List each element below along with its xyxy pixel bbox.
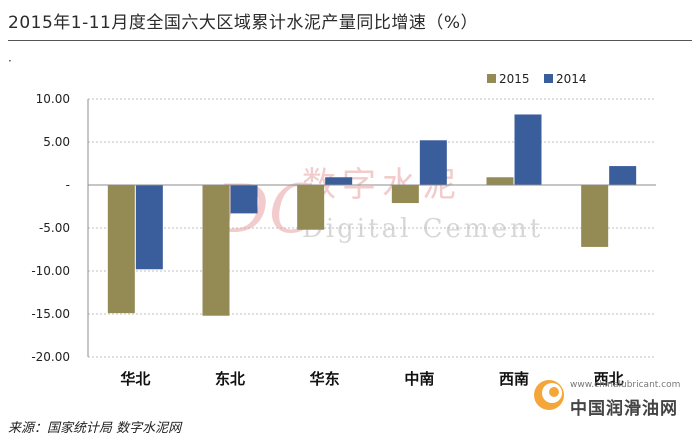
bar-2014-华北 (135, 185, 163, 270)
y-tick-label: 5.00 (43, 135, 70, 149)
site-name: 中国润滑油网 (570, 399, 678, 419)
y-tick-label: 10.00 (36, 92, 70, 106)
y-tick-label: -20.00 (31, 350, 70, 364)
title-divider (8, 40, 692, 41)
bars-layer (107, 114, 637, 316)
legend-swatch-2014 (544, 74, 553, 83)
bar-2015-中南 (391, 185, 419, 204)
y-tick-label: -5.00 (39, 221, 70, 235)
y-tick-label: - (66, 178, 70, 192)
bar-2015-东北 (202, 185, 230, 316)
watermark-en-text: Digital Cement (302, 214, 543, 244)
chart-title: 2015年1-11月度全国六大区域累计水泥产量同比增速（%） (8, 13, 478, 33)
source-note: 来源：国家统计局 数字水泥网 (8, 421, 182, 436)
y-tick-label: -10.00 (31, 264, 70, 278)
bar-2015-西北 (581, 185, 609, 247)
bar-2014-西南 (514, 114, 542, 185)
x-tick-label: 西南 (499, 370, 529, 388)
x-tick-label: 东北 (215, 370, 245, 388)
bar-2014-中南 (419, 140, 447, 185)
legend-label-2014: 2014 (556, 72, 587, 86)
bar-2014-东北 (230, 185, 258, 214)
x-tick-label: 华东 (310, 370, 340, 388)
legend-swatch-2015 (487, 74, 496, 83)
legend-label-2015: 2015 (499, 72, 530, 86)
bar-2014-西北 (609, 166, 637, 185)
x-tick-label: 西北 (594, 370, 624, 388)
site-url: www.chinalubricant.com (570, 380, 681, 390)
legend: 2015 2014 (487, 72, 587, 86)
y-tick-label: -15.00 (31, 307, 70, 321)
bar-2015-华北 (107, 185, 135, 314)
bar-2015-华东 (297, 185, 325, 230)
bar-2015-西南 (486, 177, 514, 185)
lubricant-logo-icon (534, 380, 564, 410)
axis-layer: 10.00 5.00 - -5.00 -10.00 -15.00 -20.00 华北 东北 华东 中… (31, 92, 656, 388)
x-tick-label: 华北 (120, 370, 150, 388)
x-tick-label: 中南 (404, 370, 434, 388)
bullet-mark: · (8, 54, 12, 68)
bar-2014-华东 (325, 177, 353, 185)
